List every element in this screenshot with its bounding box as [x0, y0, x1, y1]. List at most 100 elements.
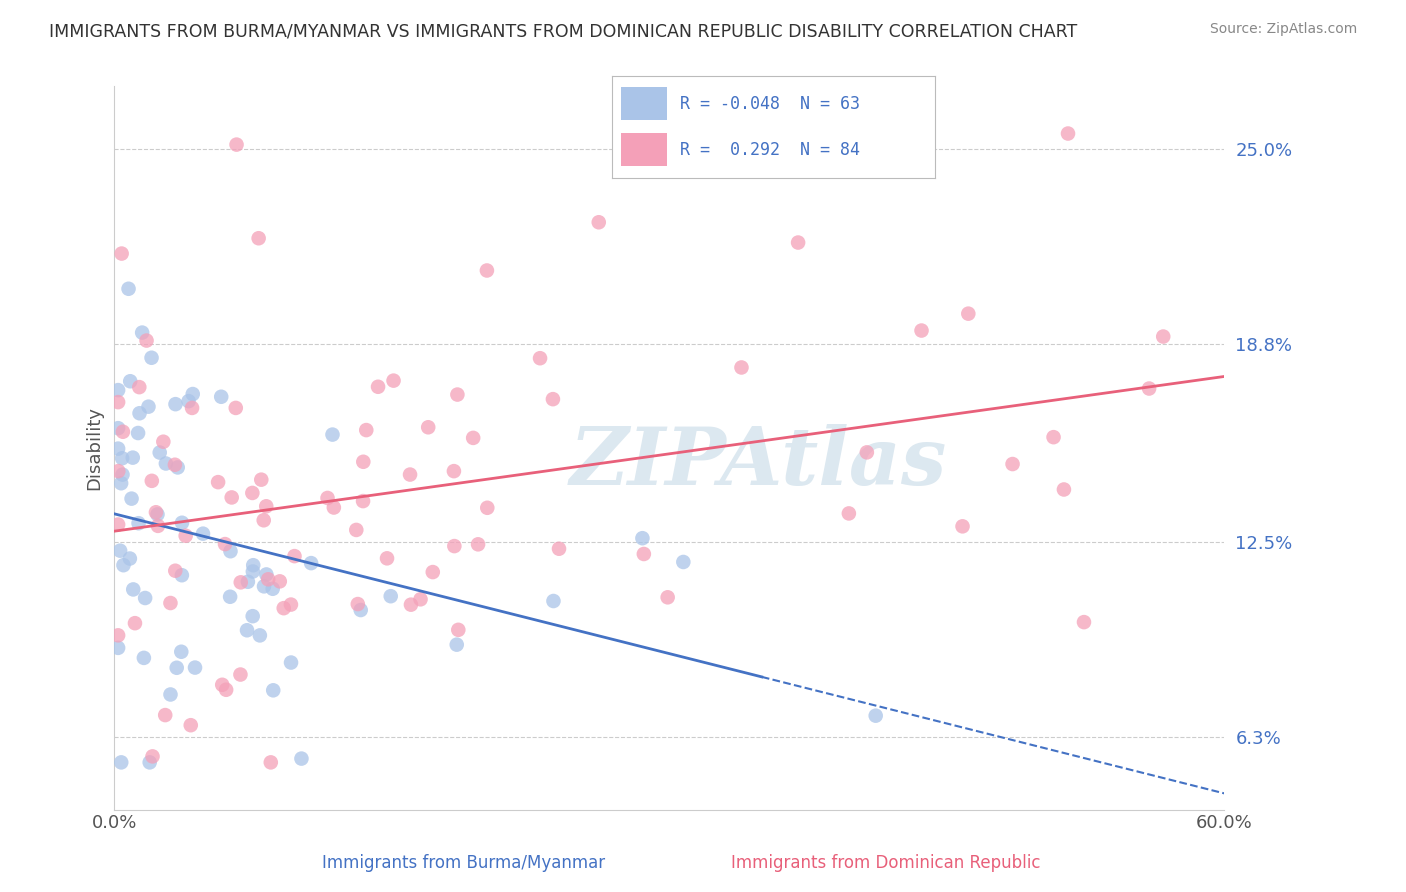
Point — [135, 334, 157, 348]
Point — [787, 235, 810, 250]
Point — [242, 558, 264, 573]
Point — [1152, 329, 1174, 343]
Point — [170, 516, 193, 530]
Point — [107, 395, 129, 409]
Point — [165, 564, 187, 578]
Point — [107, 383, 129, 397]
Point — [111, 467, 134, 482]
Point — [131, 326, 153, 340]
Point — [380, 589, 402, 603]
Point — [111, 246, 134, 260]
Point — [163, 458, 186, 472]
Text: Source: ZipAtlas.com: Source: ZipAtlas.com — [1209, 22, 1357, 37]
Point — [236, 574, 259, 589]
Point — [475, 263, 498, 277]
Point — [107, 464, 129, 478]
Point — [138, 756, 160, 770]
Point — [529, 351, 551, 366]
Point — [322, 500, 344, 515]
Point — [229, 667, 252, 681]
Point — [132, 651, 155, 665]
Point — [170, 568, 193, 582]
Point — [382, 374, 405, 388]
Point — [225, 401, 247, 415]
Point — [633, 547, 655, 561]
Point — [1053, 483, 1076, 497]
Point — [1001, 457, 1024, 471]
Point — [121, 491, 143, 506]
Point — [290, 751, 312, 765]
Point — [269, 574, 291, 589]
Point — [299, 556, 322, 570]
Point — [111, 425, 134, 439]
Y-axis label: Disability: Disability — [86, 406, 103, 490]
Point — [207, 475, 229, 490]
Point — [367, 380, 389, 394]
Point — [240, 486, 263, 500]
Point — [211, 678, 233, 692]
Point — [122, 582, 145, 597]
Point — [128, 406, 150, 420]
Point — [165, 397, 187, 411]
Point — [399, 598, 422, 612]
Point — [321, 427, 343, 442]
Point — [110, 476, 132, 491]
Point — [159, 688, 181, 702]
Point — [1042, 430, 1064, 444]
Point — [174, 529, 197, 543]
Point — [463, 431, 485, 445]
Text: IMMIGRANTS FROM BURMA/MYANMAR VS IMMIGRANTS FROM DOMINICAN REPUBLIC DISABILITY C: IMMIGRANTS FROM BURMA/MYANMAR VS IMMIGRA… — [49, 22, 1077, 40]
Point — [118, 551, 141, 566]
Point — [138, 400, 160, 414]
Point — [250, 473, 273, 487]
Point — [283, 549, 305, 563]
Point — [180, 718, 202, 732]
Point — [346, 597, 368, 611]
Point — [446, 638, 468, 652]
Point — [262, 683, 284, 698]
Point — [170, 645, 193, 659]
Point — [253, 579, 276, 593]
Point — [110, 756, 132, 770]
Point — [273, 601, 295, 615]
Point — [128, 380, 150, 394]
Point — [236, 624, 259, 638]
Point — [124, 616, 146, 631]
Bar — [621, 133, 666, 166]
Point — [447, 623, 470, 637]
Point — [120, 374, 142, 388]
Point — [242, 565, 264, 579]
Point — [422, 565, 444, 579]
Point — [128, 516, 150, 531]
Point — [1073, 615, 1095, 629]
Text: ZIPAtlas: ZIPAtlas — [569, 424, 946, 501]
Point — [418, 420, 440, 434]
Point — [477, 500, 499, 515]
Point — [350, 603, 373, 617]
Point — [409, 592, 432, 607]
Point — [352, 494, 374, 508]
Point — [865, 708, 887, 723]
Point — [107, 640, 129, 655]
Point — [221, 491, 243, 505]
Point — [1057, 127, 1080, 141]
Point — [631, 531, 654, 545]
Point — [254, 500, 277, 514]
Text: R = -0.048  N = 63: R = -0.048 N = 63 — [679, 95, 859, 112]
Point — [242, 609, 264, 624]
Point — [730, 360, 752, 375]
Point — [166, 661, 188, 675]
Point — [181, 387, 204, 401]
Point — [257, 572, 280, 586]
Point — [155, 457, 177, 471]
Point — [134, 591, 156, 605]
Point — [225, 137, 247, 152]
Text: Immigrants from Dominican Republic: Immigrants from Dominican Republic — [731, 855, 1040, 872]
Point — [191, 526, 214, 541]
Point — [672, 555, 695, 569]
Point — [375, 551, 398, 566]
Point — [127, 425, 149, 440]
Point — [107, 628, 129, 642]
Point — [249, 628, 271, 642]
Point — [184, 660, 207, 674]
